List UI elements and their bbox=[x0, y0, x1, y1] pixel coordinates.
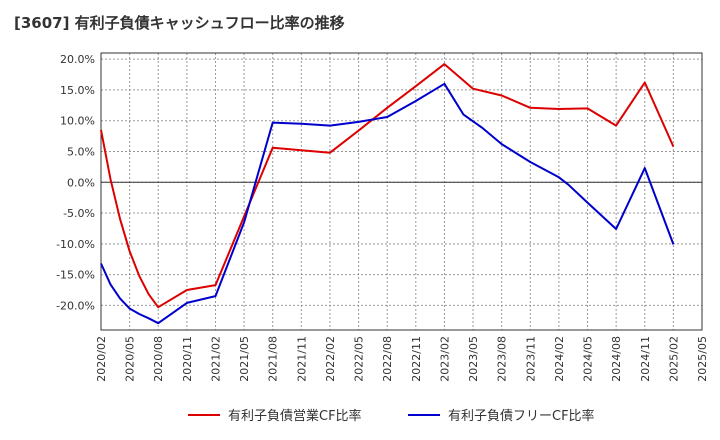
x-tick-label: 2024/11 bbox=[639, 336, 652, 382]
plot-area bbox=[101, 53, 702, 330]
x-tick-label: 2020/11 bbox=[181, 336, 194, 382]
x-tick-label: 2023/02 bbox=[438, 336, 451, 382]
x-tick-label: 2022/11 bbox=[410, 336, 423, 382]
series-line-2 bbox=[100, 82, 675, 325]
x-tick-label: 2022/02 bbox=[324, 336, 337, 382]
x-tick-label: 2025/02 bbox=[667, 336, 680, 382]
x-tick-label: 2022/05 bbox=[353, 336, 366, 382]
legend-label-1: 有利子負債営業CF比率 bbox=[228, 408, 362, 424]
x-tick-label: 2024/05 bbox=[582, 336, 595, 382]
plot-border bbox=[100, 52, 703, 331]
x-tick-label: 2020/02 bbox=[95, 336, 108, 382]
legend-label-2: 有利子負債フリーCF比率 bbox=[448, 408, 595, 424]
y-tick-label: 15.0% bbox=[60, 84, 95, 97]
y-tick-label: 10.0% bbox=[60, 115, 95, 128]
x-tick-label: 2024/08 bbox=[610, 336, 623, 382]
x-tick-label: 2023/05 bbox=[467, 336, 480, 382]
x-tick-label: 2023/08 bbox=[496, 336, 509, 382]
x-tick-label: 2021/05 bbox=[238, 336, 251, 382]
x-tick-label: 2025/05 bbox=[696, 336, 709, 382]
x-tick-label: 2020/08 bbox=[152, 336, 165, 382]
y-tick-label: 0.0% bbox=[67, 176, 95, 189]
y-tick-label: -15.0% bbox=[56, 269, 95, 282]
y-tick-label: 5.0% bbox=[67, 145, 95, 158]
series-line-1 bbox=[100, 63, 675, 309]
y-tick-label: -5.0% bbox=[63, 207, 95, 220]
x-tick-label: 2021/02 bbox=[209, 336, 222, 382]
y-tick-label: -10.0% bbox=[56, 238, 95, 251]
x-tick-label: 2021/08 bbox=[267, 336, 280, 382]
x-tick-label: 2023/11 bbox=[524, 336, 537, 382]
y-tick-label: 20.0% bbox=[60, 53, 95, 66]
x-tick-label: 2021/11 bbox=[295, 336, 308, 382]
y-tick-label: -20.0% bbox=[56, 299, 95, 312]
chart-title: [3607] 有利子負債キャッシュフロー比率の推移 bbox=[14, 14, 345, 32]
x-tick-label: 2020/05 bbox=[124, 336, 137, 382]
x-tick-label: 2024/02 bbox=[553, 336, 566, 382]
x-tick-label: 2022/08 bbox=[381, 336, 394, 382]
